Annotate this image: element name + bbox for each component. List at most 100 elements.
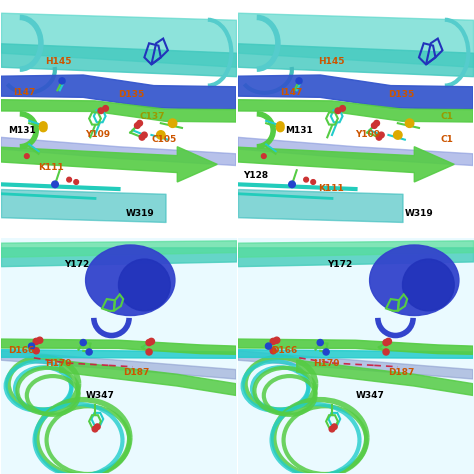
Circle shape xyxy=(335,108,341,114)
Text: C1: C1 xyxy=(440,135,453,144)
Circle shape xyxy=(329,426,335,432)
Circle shape xyxy=(59,78,65,84)
Circle shape xyxy=(273,337,280,343)
Circle shape xyxy=(393,131,402,139)
Circle shape xyxy=(86,349,92,355)
Polygon shape xyxy=(297,360,473,395)
Text: W347: W347 xyxy=(86,391,114,400)
Circle shape xyxy=(385,338,392,345)
Circle shape xyxy=(39,122,47,129)
Text: D187: D187 xyxy=(388,368,415,377)
Polygon shape xyxy=(238,137,473,165)
Ellipse shape xyxy=(402,259,454,311)
Text: M131: M131 xyxy=(8,126,36,135)
Text: Y128: Y128 xyxy=(243,172,268,181)
Circle shape xyxy=(323,349,329,355)
Text: D187: D187 xyxy=(123,368,150,377)
Circle shape xyxy=(67,177,72,182)
Circle shape xyxy=(265,343,272,349)
Circle shape xyxy=(270,338,276,345)
Text: H170: H170 xyxy=(313,359,339,368)
Polygon shape xyxy=(1,100,236,122)
Polygon shape xyxy=(238,351,473,379)
Circle shape xyxy=(317,339,323,346)
Text: C105: C105 xyxy=(151,135,177,144)
Circle shape xyxy=(296,78,302,84)
Text: K111: K111 xyxy=(318,184,344,193)
Ellipse shape xyxy=(86,245,175,316)
Polygon shape xyxy=(1,350,236,358)
Circle shape xyxy=(92,426,98,432)
Polygon shape xyxy=(1,351,236,379)
Ellipse shape xyxy=(370,245,459,316)
Circle shape xyxy=(372,123,377,128)
Text: D166: D166 xyxy=(271,346,297,355)
Circle shape xyxy=(374,120,380,126)
Circle shape xyxy=(94,424,100,429)
Circle shape xyxy=(148,338,155,345)
Circle shape xyxy=(376,135,382,140)
Text: M131: M131 xyxy=(285,126,313,135)
Text: W319: W319 xyxy=(126,209,155,218)
Circle shape xyxy=(289,181,295,188)
Circle shape xyxy=(383,349,389,355)
Circle shape xyxy=(276,122,284,129)
Text: H170: H170 xyxy=(46,359,72,368)
Circle shape xyxy=(146,349,152,355)
Polygon shape xyxy=(238,350,473,358)
Polygon shape xyxy=(1,339,236,355)
Text: H145: H145 xyxy=(318,57,345,66)
Circle shape xyxy=(270,348,276,354)
Polygon shape xyxy=(238,147,454,182)
Text: W319: W319 xyxy=(405,209,434,218)
Circle shape xyxy=(340,106,346,111)
Text: Y109: Y109 xyxy=(86,130,111,139)
Circle shape xyxy=(39,124,47,132)
Text: K111: K111 xyxy=(38,163,64,172)
Circle shape xyxy=(98,108,104,114)
Text: C137: C137 xyxy=(140,111,165,120)
Circle shape xyxy=(304,177,309,182)
Text: D135: D135 xyxy=(118,91,145,100)
Circle shape xyxy=(379,132,384,138)
Polygon shape xyxy=(1,75,236,109)
Text: I147: I147 xyxy=(13,88,35,97)
Circle shape xyxy=(156,131,165,139)
Text: W347: W347 xyxy=(356,391,384,400)
Circle shape xyxy=(135,123,140,128)
Circle shape xyxy=(36,337,43,343)
Circle shape xyxy=(168,119,177,128)
Polygon shape xyxy=(238,339,473,355)
Text: Y172: Y172 xyxy=(64,260,90,269)
Text: H145: H145 xyxy=(46,57,72,66)
Circle shape xyxy=(311,180,316,184)
Circle shape xyxy=(33,338,39,345)
Ellipse shape xyxy=(118,259,170,311)
Polygon shape xyxy=(1,137,236,165)
Circle shape xyxy=(262,154,266,158)
Circle shape xyxy=(33,348,39,354)
Circle shape xyxy=(80,339,86,346)
Polygon shape xyxy=(60,360,236,395)
Text: D166: D166 xyxy=(8,346,34,355)
Text: I147: I147 xyxy=(280,88,302,97)
Text: C1: C1 xyxy=(440,111,453,120)
Circle shape xyxy=(137,120,143,126)
Circle shape xyxy=(405,119,414,128)
Polygon shape xyxy=(1,147,217,182)
Text: Y109: Y109 xyxy=(356,130,381,139)
Circle shape xyxy=(25,154,29,158)
Circle shape xyxy=(331,424,337,429)
Circle shape xyxy=(276,124,284,132)
Circle shape xyxy=(146,339,152,346)
Circle shape xyxy=(383,339,389,346)
Text: Y172: Y172 xyxy=(327,260,353,269)
Circle shape xyxy=(28,343,35,349)
Polygon shape xyxy=(238,75,473,109)
Circle shape xyxy=(74,180,79,184)
Circle shape xyxy=(103,106,109,111)
Text: D135: D135 xyxy=(388,91,415,100)
Circle shape xyxy=(139,135,145,140)
Circle shape xyxy=(142,132,147,138)
Polygon shape xyxy=(238,100,473,122)
